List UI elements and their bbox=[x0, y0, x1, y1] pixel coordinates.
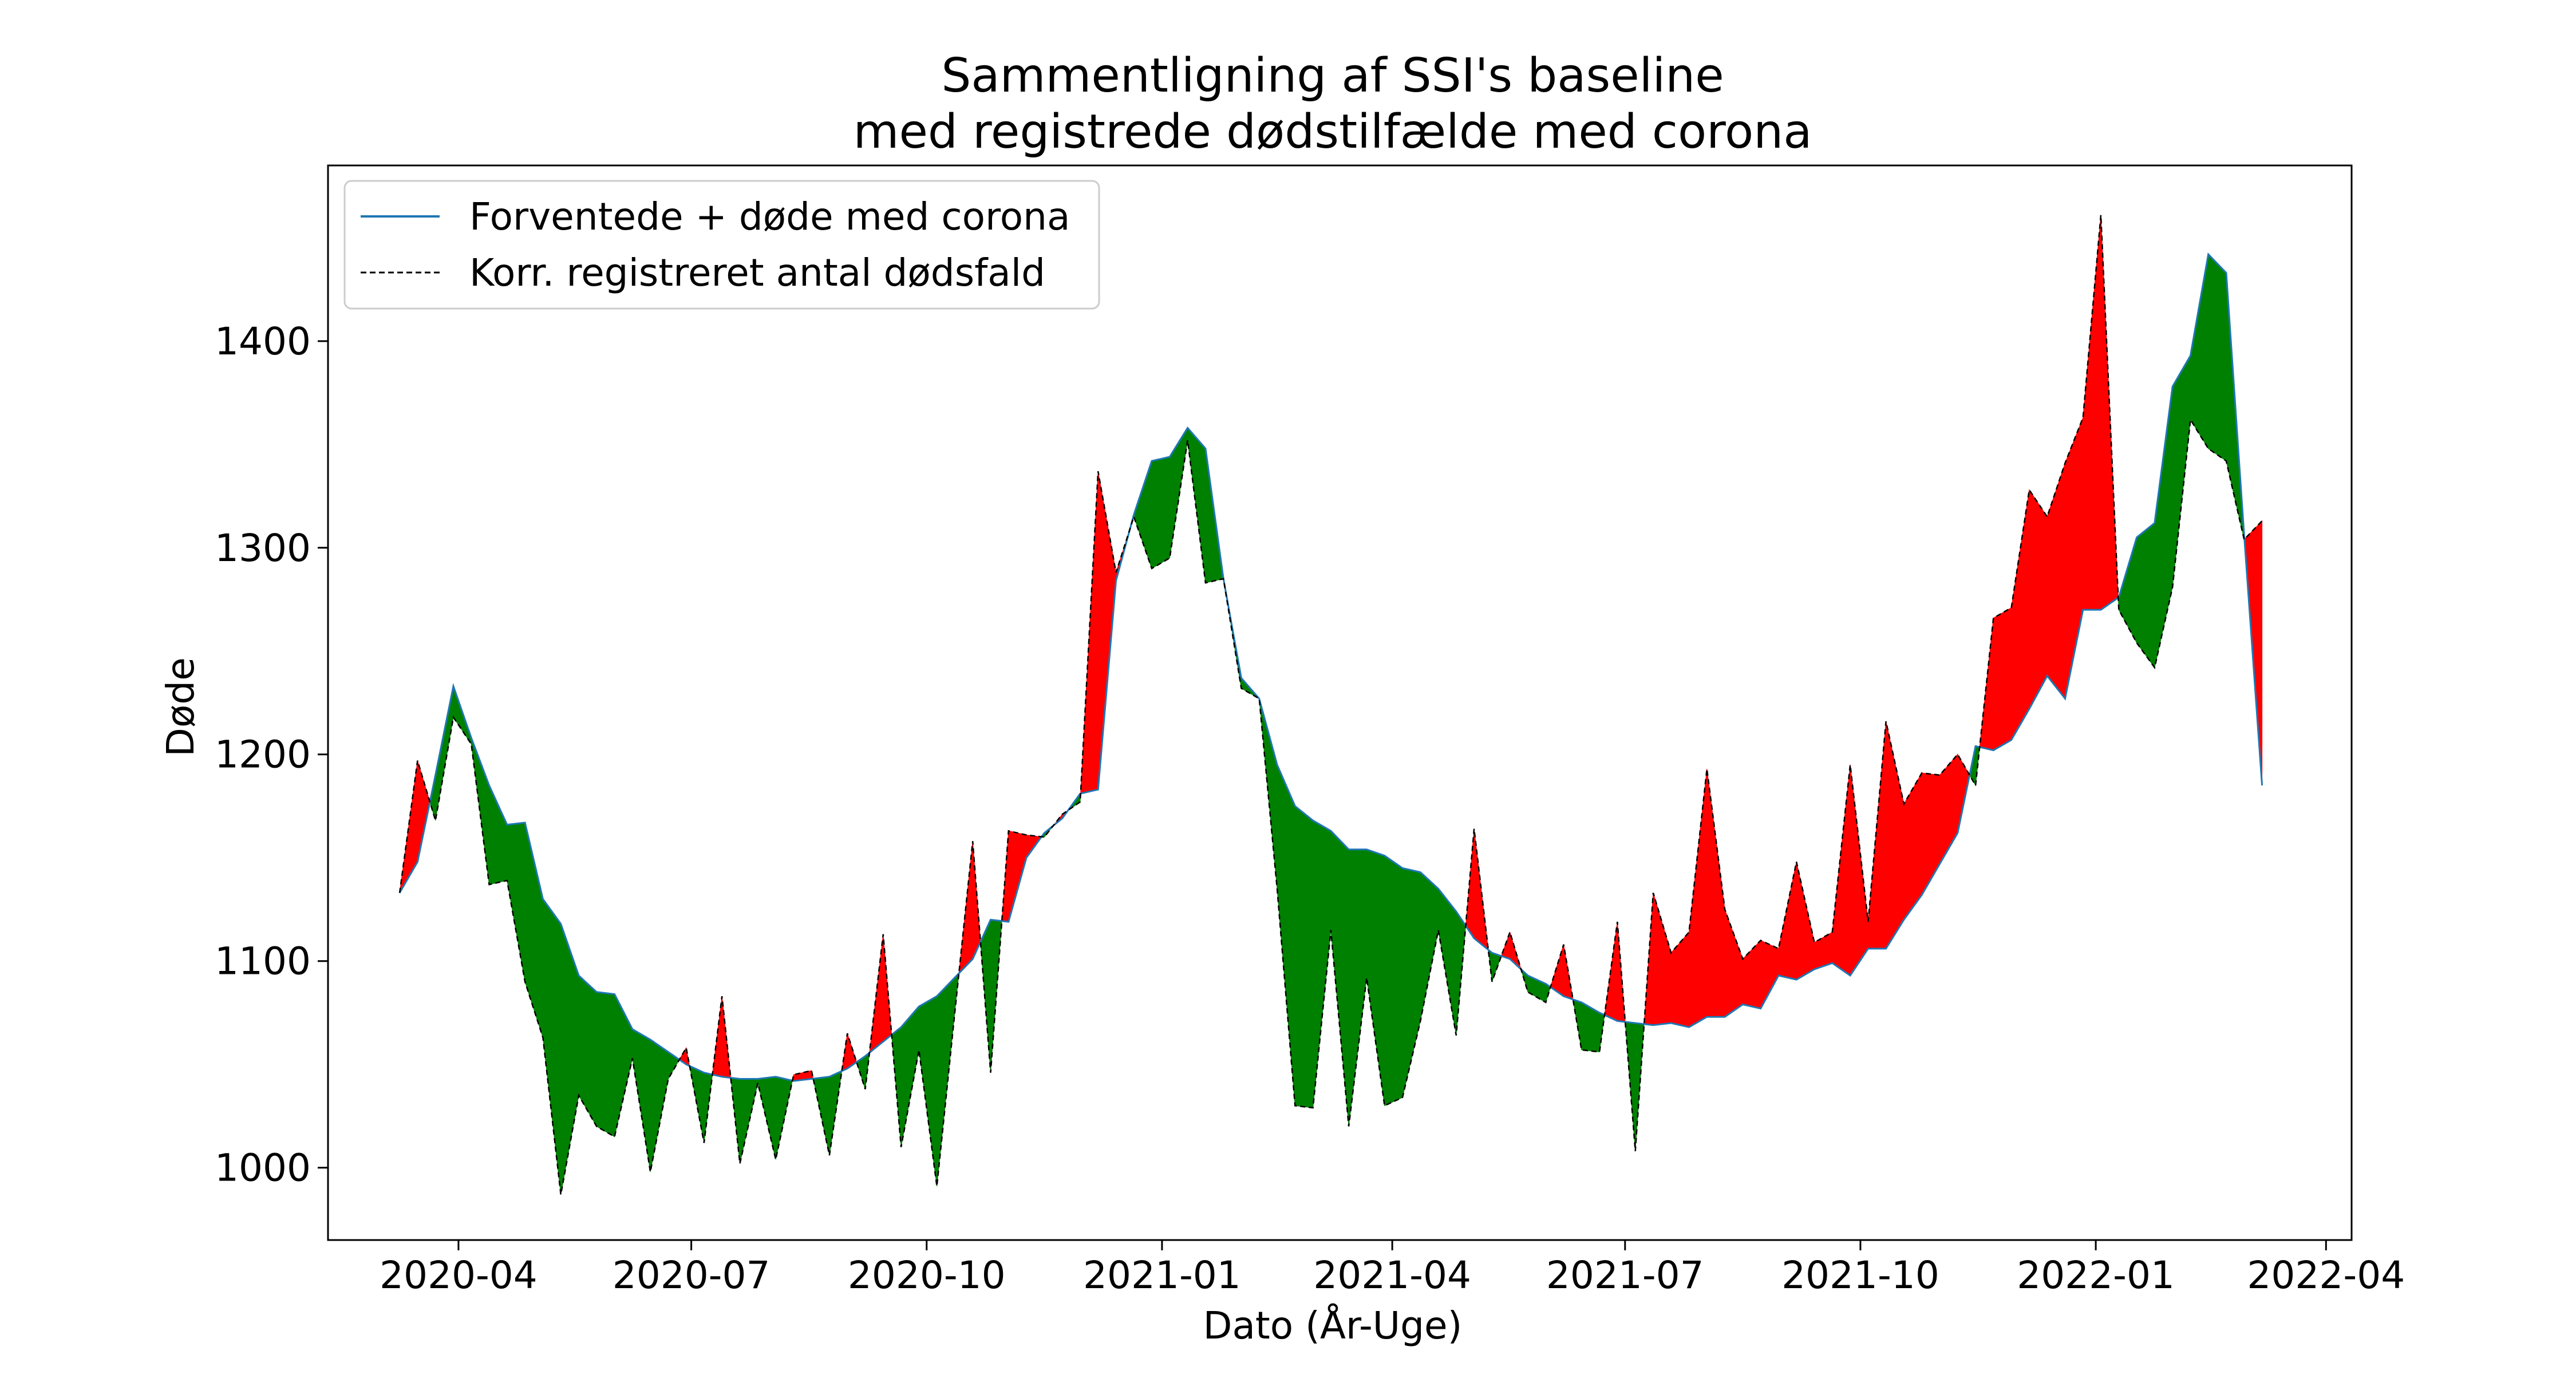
x-tick-label: 2020-04 bbox=[380, 1253, 538, 1297]
chart-title-line1: Sammentligning af SSI's baseline bbox=[941, 49, 1724, 103]
plot-area bbox=[398, 215, 2263, 1195]
fill-segment-above bbox=[1993, 607, 2012, 751]
y-axis-label: Døde bbox=[159, 657, 203, 757]
fill-segment-below bbox=[1151, 456, 1170, 569]
series-line-registered bbox=[398, 215, 2263, 1195]
x-tick-label: 2020-10 bbox=[848, 1253, 1006, 1297]
y-tick-label: 1200 bbox=[215, 733, 311, 777]
x-axis-label: Dato (År-Uge) bbox=[1203, 1304, 1463, 1348]
y-tick-label: 1300 bbox=[215, 526, 311, 570]
x-tick-label: 2021-04 bbox=[1313, 1253, 1471, 1297]
x-tick-label: 2022-01 bbox=[2017, 1253, 2175, 1297]
x-tick-label: 2021-10 bbox=[1781, 1253, 1939, 1297]
series-line-expected bbox=[398, 252, 2263, 1082]
legend-frame bbox=[343, 180, 1100, 310]
y-axis: 1000 1100 1200 1300 1400 bbox=[215, 319, 328, 1190]
fill-segment-below bbox=[596, 992, 615, 1138]
fill-segment-below bbox=[2208, 253, 2227, 462]
legend-label-registered: Korr. registreret antal dødsfald bbox=[469, 251, 1045, 295]
x-tick-label: 2021-07 bbox=[1546, 1253, 1704, 1297]
fill-segment-below bbox=[1384, 855, 1403, 1107]
fill-segment-above bbox=[2029, 489, 2048, 709]
x-tick-label: 2021-01 bbox=[1083, 1253, 1241, 1297]
legend: Forventede + døde med corona Korr. regis… bbox=[343, 180, 1100, 310]
chart-title-line2: med registrede dødstilfælde med corona bbox=[854, 105, 1812, 159]
x-axis: 2020-04 2020-07 2020-10 2021-01 2021-04 2021-… bbox=[380, 1240, 2405, 1297]
fill-segment-below bbox=[1294, 805, 1314, 1108]
y-tick-label: 1400 bbox=[215, 319, 311, 364]
x-tick-label: 2020-07 bbox=[613, 1253, 771, 1297]
y-tick-label: 1100 bbox=[215, 939, 311, 984]
axes-frame bbox=[327, 164, 2353, 1241]
legend-label-expected: Forventede + døde med corona bbox=[469, 195, 1070, 239]
x-tick-label: 2022-04 bbox=[2247, 1253, 2405, 1297]
y-tick-label: 1000 bbox=[215, 1146, 311, 1190]
